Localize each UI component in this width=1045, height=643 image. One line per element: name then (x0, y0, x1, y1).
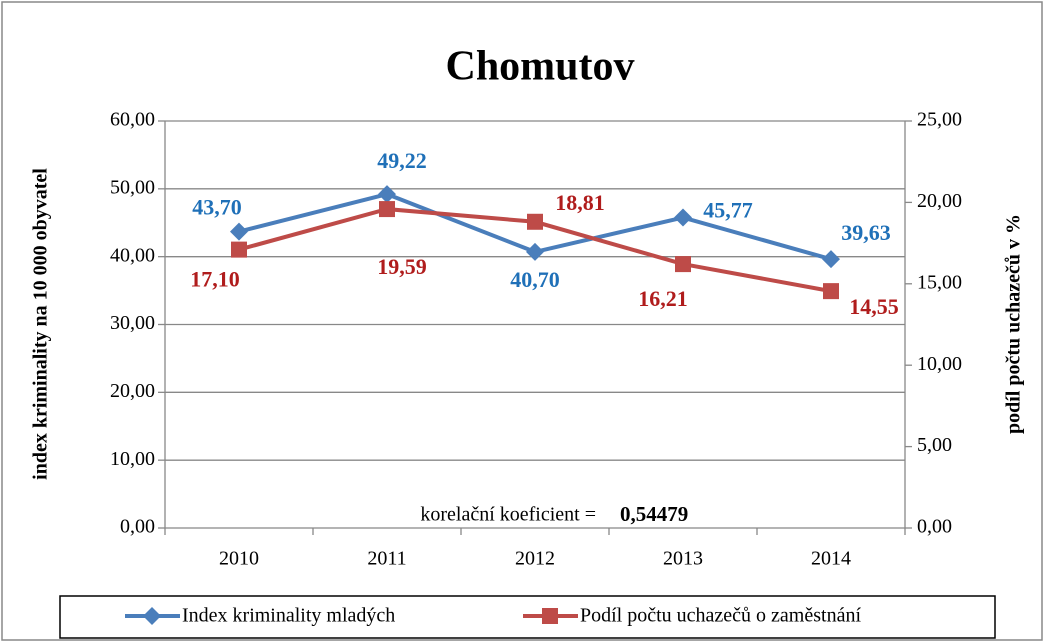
x-tick-label: 2014 (811, 548, 851, 570)
data-label: 39,63 (841, 220, 891, 245)
y-axis-title: index kriminality na 10 000 obyvatel (30, 168, 52, 480)
chart-title: Chomutov (445, 44, 634, 90)
y-tick-label: 0,00 (120, 516, 155, 538)
legend-label: Podíl počtu uchazečů o zaměstnání (580, 605, 861, 627)
x-tick-label: 2013 (663, 548, 703, 570)
y2-tick-label: 10,00 (917, 353, 962, 375)
point (379, 201, 395, 218)
y2-tick-label: 0,00 (917, 516, 952, 538)
annotation: 0,54479 (620, 502, 688, 526)
data-label: 45,77 (703, 198, 753, 223)
point (527, 213, 543, 230)
point (823, 283, 839, 300)
data-label: 40,70 (510, 267, 560, 292)
annotation: korelační koeficient = (420, 504, 596, 526)
point (230, 222, 248, 241)
legend-marker (542, 608, 558, 624)
x-tick-label: 2010 (219, 548, 259, 570)
data-label: 49,22 (377, 148, 427, 173)
data-label: 16,21 (638, 286, 688, 311)
data-label: 14,55 (849, 294, 899, 319)
data-label: 19,59 (377, 254, 427, 279)
y2-tick-label: 15,00 (917, 271, 962, 293)
x-tick-label: 2011 (367, 548, 406, 570)
point (378, 185, 396, 204)
y2-axis-title: podíl počtu uchazečů v % (1003, 214, 1025, 434)
data-label: 18,81 (555, 190, 605, 215)
y2-tick-label: 20,00 (917, 190, 962, 212)
point (675, 256, 691, 273)
y-tick-label: 20,00 (110, 380, 155, 402)
data-label: 43,70 (192, 195, 242, 220)
point (526, 242, 544, 261)
y-tick-label: 60,00 (110, 109, 155, 131)
legend-marker (143, 607, 161, 625)
y-tick-label: 30,00 (110, 312, 155, 334)
x-tick-label: 2012 (515, 548, 555, 570)
y-tick-label: 50,00 (110, 176, 155, 198)
point (822, 250, 840, 269)
legend-label: Index kriminality mladých (182, 605, 395, 627)
y-tick-label: 10,00 (110, 448, 155, 470)
y2-tick-label: 25,00 (917, 109, 962, 131)
y-tick-label: 40,00 (110, 244, 155, 266)
y2-tick-label: 5,00 (917, 434, 952, 456)
point (674, 208, 692, 227)
data-label: 17,10 (190, 267, 240, 292)
point (231, 241, 247, 258)
